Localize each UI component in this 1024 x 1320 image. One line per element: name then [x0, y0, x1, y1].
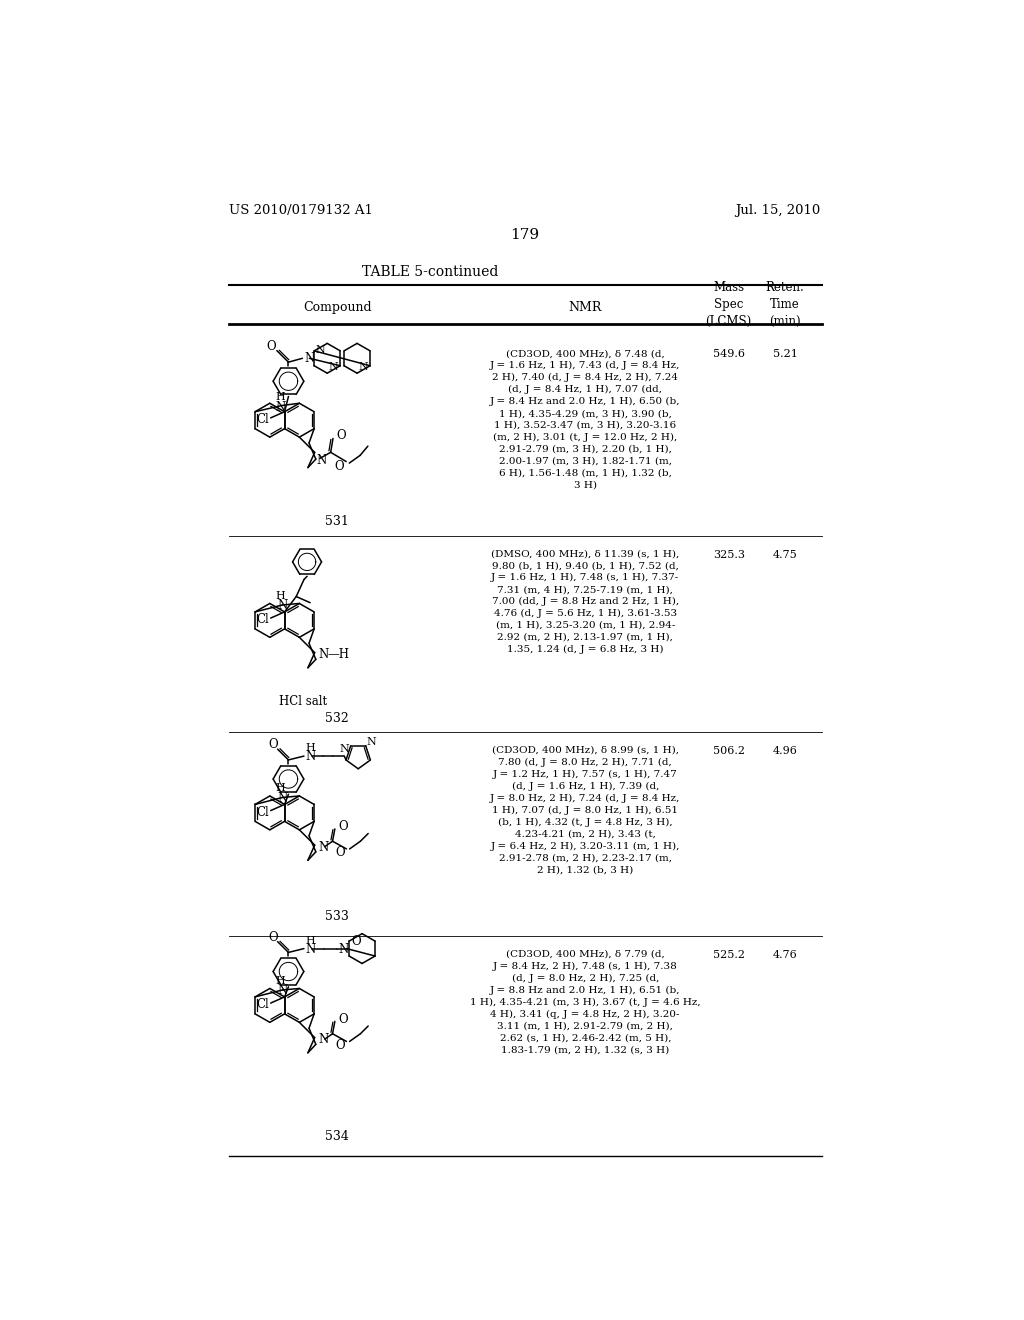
Text: N: N [304, 352, 314, 364]
Text: 4.96: 4.96 [773, 746, 798, 756]
Text: —H: —H [327, 648, 349, 661]
Text: 5.21: 5.21 [773, 350, 798, 359]
Text: O: O [339, 1012, 348, 1026]
Text: Mass
Spec
(LCMS): Mass Spec (LCMS) [706, 281, 752, 329]
Text: Cl: Cl [256, 805, 269, 818]
Text: 179: 179 [510, 228, 540, 243]
Text: (CD3OD, 400 MHz), δ 7.48 (d,
J = 1.6 Hz, 1 H), 7.43 (d, J = 8.4 Hz,
2 H), 7.40 (: (CD3OD, 400 MHz), δ 7.48 (d, J = 1.6 Hz,… [490, 350, 681, 488]
Text: N: N [315, 345, 326, 355]
Text: TABLE 5-continued: TABLE 5-continued [362, 265, 499, 280]
Text: N: N [338, 942, 348, 956]
Text: N: N [275, 400, 286, 413]
Text: N: N [318, 648, 329, 661]
Text: 4.76: 4.76 [773, 950, 798, 960]
Text: Compound: Compound [303, 301, 372, 314]
Text: N: N [367, 738, 376, 747]
Text: 525.2: 525.2 [713, 950, 744, 960]
Text: N: N [339, 744, 349, 754]
Text: 533: 533 [326, 911, 349, 924]
Text: 325.3: 325.3 [713, 549, 744, 560]
Text: O: O [268, 738, 278, 751]
Text: O: O [351, 936, 361, 948]
Text: Jul. 15, 2010: Jul. 15, 2010 [735, 205, 821, 218]
Text: N: N [328, 362, 338, 371]
Text: N: N [316, 454, 327, 466]
Text: Cl: Cl [256, 612, 269, 626]
Text: 534: 534 [326, 1130, 349, 1143]
Text: 532: 532 [326, 711, 349, 725]
Text: (DMSO, 400 MHz), δ 11.39 (s, 1 H),
9.80 (b, 1 H), 9.40 (b, 1 H), 7.52 (d,
J = 1.: (DMSO, 400 MHz), δ 11.39 (s, 1 H), 9.80 … [492, 549, 679, 653]
Text: O: O [335, 1039, 345, 1052]
Text: N: N [305, 750, 315, 763]
Text: N: N [278, 792, 288, 805]
Text: O: O [339, 820, 348, 833]
Text: (CD3OD, 400 MHz), δ 7.79 (d,
J = 8.4 Hz, 2 H), 7.48 (s, 1 H), 7.38
(d, J = 8.0 H: (CD3OD, 400 MHz), δ 7.79 (d, J = 8.4 Hz,… [470, 950, 700, 1055]
Text: NMR: NMR [568, 301, 602, 314]
Text: O: O [335, 846, 345, 859]
Text: H: H [305, 743, 315, 754]
Text: (CD3OD, 400 MHz), δ 8.99 (s, 1 H),
7.80 (d, J = 8.0 Hz, 2 H), 7.71 (d,
J = 1.2 H: (CD3OD, 400 MHz), δ 8.99 (s, 1 H), 7.80 … [490, 746, 680, 874]
Text: O: O [268, 931, 278, 944]
Text: Reten.
Time
(min): Reten. Time (min) [766, 281, 805, 329]
Text: 4.75: 4.75 [773, 549, 798, 560]
Text: H: H [275, 392, 286, 403]
Text: N: N [278, 599, 288, 612]
Text: O: O [266, 341, 276, 354]
Text: H: H [275, 591, 285, 601]
Text: 506.2: 506.2 [713, 746, 744, 756]
Text: US 2010/0179132 A1: US 2010/0179132 A1 [228, 205, 373, 218]
Text: 531: 531 [326, 515, 349, 528]
Text: H: H [275, 783, 285, 793]
Text: O: O [337, 429, 346, 442]
Text: HCl salt: HCl salt [280, 694, 328, 708]
Text: N: N [305, 942, 315, 956]
Text: N: N [318, 841, 329, 854]
Text: Cl: Cl [256, 413, 269, 426]
Text: H: H [275, 975, 285, 986]
Text: H: H [305, 936, 315, 946]
Text: N: N [358, 362, 368, 371]
Text: Cl: Cl [256, 998, 269, 1011]
Text: O: O [334, 459, 344, 473]
Text: 549.6: 549.6 [713, 350, 744, 359]
Text: N: N [278, 985, 288, 998]
Text: N: N [318, 1034, 329, 1047]
